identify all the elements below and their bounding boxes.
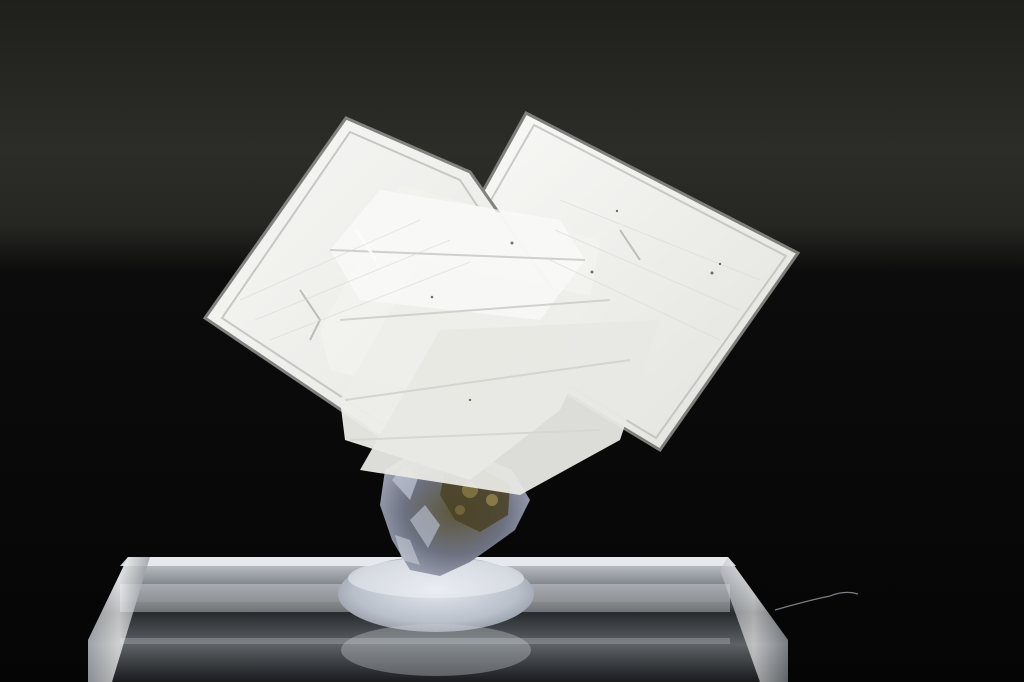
crystal-inclusions	[430, 209, 722, 402]
crystal-layers	[299, 185, 660, 495]
crystal-striations	[239, 199, 761, 341]
mount-base	[338, 556, 534, 676]
